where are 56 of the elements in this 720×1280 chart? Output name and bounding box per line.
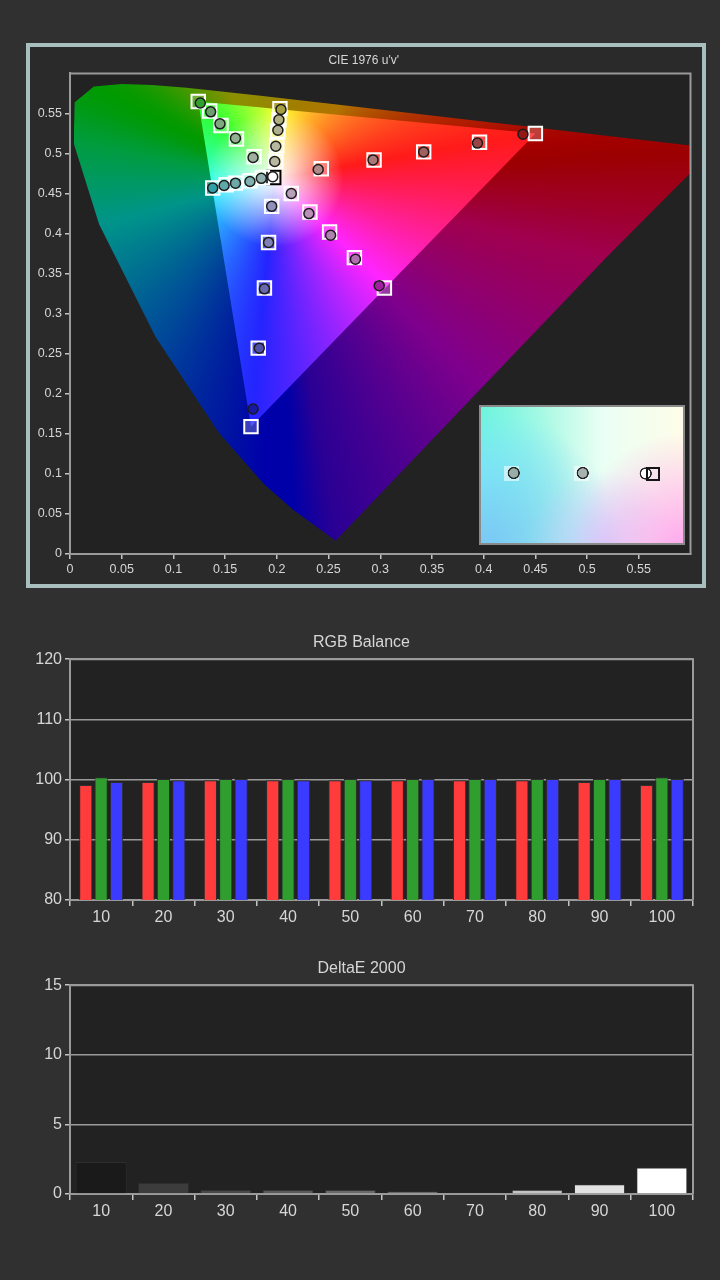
x-tick-label: 90 — [590, 908, 609, 926]
y-tick-label: 5 — [53, 1114, 63, 1132]
x-tick-label: 40 — [279, 1202, 298, 1220]
y-tick-label: 0.15 — [37, 426, 63, 441]
x-tick-label: 0.05 — [109, 561, 134, 576]
y-tick-label: 0.45 — [37, 186, 63, 200]
y-tick-label: 110 — [36, 709, 63, 727]
y-tick-label: 15 — [44, 975, 63, 993]
y-tick-label: 0.3 — [44, 306, 63, 321]
x-tick-label: 90 — [590, 1202, 609, 1220]
y-tick-label: 0.5 — [44, 145, 63, 160]
x-tick-label: 0.25 — [316, 561, 341, 576]
x-tick-label: 0.15 — [212, 561, 238, 576]
x-tick-label: 60 — [403, 908, 422, 926]
x-tick-label: 80 — [528, 1202, 547, 1220]
x-tick-label: 0 — [66, 561, 74, 576]
y-tick-label: 0.55 — [37, 105, 63, 120]
y-tick-label: 80 — [44, 890, 63, 908]
x-tick-label: 80 — [528, 908, 547, 926]
y-tick-label: 100 — [35, 770, 63, 788]
x-tick-label: 30 — [216, 908, 235, 926]
chart-title: CIE 1976 u'v' — [328, 52, 400, 67]
x-tick-label: 70 — [466, 908, 484, 926]
x-tick-label: 10 — [92, 908, 111, 926]
chart-title: RGB Balance — [313, 633, 411, 651]
y-tick-label: 0.4 — [44, 226, 63, 241]
x-tick-label: 60 — [403, 1202, 422, 1220]
x-tick-label: 30 — [216, 1202, 235, 1220]
x-tick-label: 0.35 — [419, 561, 445, 576]
y-tick-label: 0.25 — [37, 346, 63, 361]
x-tick-label: 100 — [648, 1202, 676, 1220]
x-tick-label: 10 — [92, 1202, 111, 1220]
x-tick-label: 0.3 — [371, 561, 389, 576]
x-tick-label: 0.2 — [268, 561, 286, 576]
y-tick-label: 10 — [44, 1045, 63, 1063]
y-tick-label: 0 — [55, 546, 63, 561]
y-tick-label: 90 — [44, 830, 63, 848]
x-tick-label: 40 — [279, 908, 298, 926]
x-tick-label: 50 — [341, 908, 360, 926]
x-tick-label: 50 — [341, 1202, 360, 1220]
y-tick-label: 0 — [53, 1184, 63, 1202]
x-tick-label: 100 — [648, 908, 676, 926]
y-tick-label: 0.1 — [44, 466, 63, 481]
y-tick-label: 120 — [35, 649, 63, 667]
x-tick-label: 20 — [154, 908, 173, 926]
x-tick-label: 0.4 — [474, 561, 493, 576]
x-tick-label: 70 — [466, 1202, 484, 1220]
y-tick-label: 0.2 — [44, 386, 63, 401]
x-tick-label: 20 — [154, 1202, 173, 1220]
x-tick-label: 0.55 — [626, 561, 651, 576]
x-tick-label: 0.5 — [578, 561, 596, 576]
x-tick-label: 0.1 — [164, 561, 183, 576]
y-tick-label: 0.05 — [37, 506, 63, 521]
y-tick-label: 0.35 — [37, 266, 63, 281]
chart-title: DeltaE 2000 — [317, 959, 406, 977]
x-tick-label: 0.45 — [523, 561, 548, 576]
